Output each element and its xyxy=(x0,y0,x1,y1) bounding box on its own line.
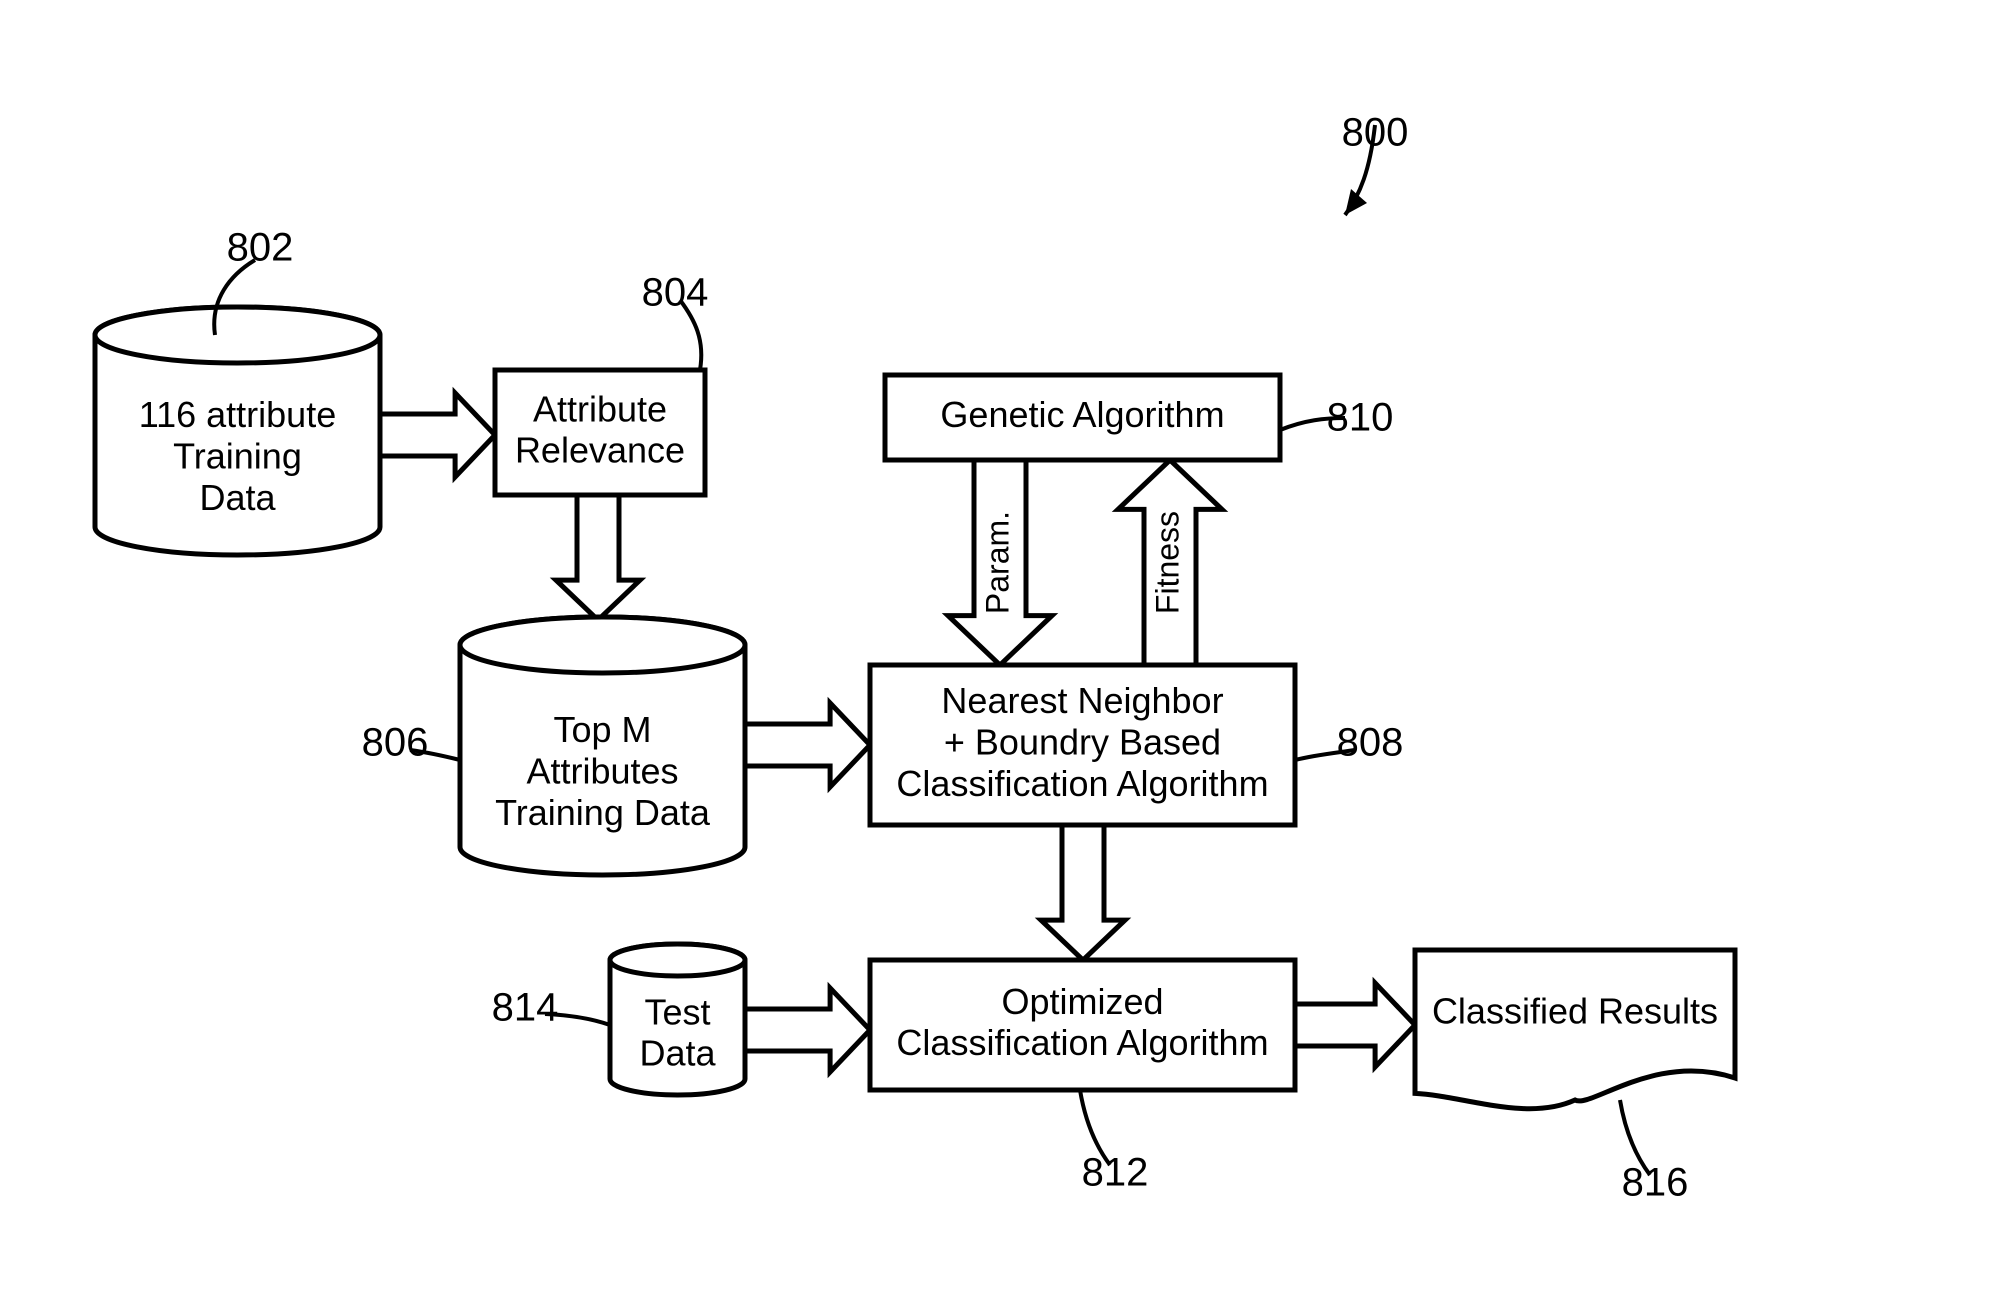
svg-text:Attributes: Attributes xyxy=(526,751,678,792)
svg-text:Top M: Top M xyxy=(553,709,651,750)
svg-text:Classification Algorithm: Classification Algorithm xyxy=(896,763,1268,804)
svg-text:804: 804 xyxy=(642,271,709,315)
svg-text:802: 802 xyxy=(227,226,294,270)
svg-text:Training: Training xyxy=(173,436,302,477)
svg-text:812: 812 xyxy=(1082,1151,1149,1195)
svg-text:Attribute: Attribute xyxy=(533,388,667,429)
svg-text:Genetic Algorithm: Genetic Algorithm xyxy=(940,394,1224,435)
svg-text:+ Boundry Based: + Boundry Based xyxy=(944,722,1221,763)
svg-text:Classification Algorithm: Classification Algorithm xyxy=(896,1022,1268,1063)
svg-text:116 attribute: 116 attribute xyxy=(139,394,336,435)
svg-text:816: 816 xyxy=(1622,1161,1689,1205)
svg-text:808: 808 xyxy=(1337,721,1404,765)
svg-text:Optimized: Optimized xyxy=(1001,981,1163,1022)
svg-text:814: 814 xyxy=(492,986,559,1030)
svg-text:Relevance: Relevance xyxy=(515,430,685,471)
svg-text:Classified Results: Classified Results xyxy=(1432,991,1718,1032)
svg-text:810: 810 xyxy=(1327,396,1394,440)
svg-text:Training Data: Training Data xyxy=(495,792,711,833)
svg-text:Param.: Param. xyxy=(979,511,1015,614)
svg-text:806: 806 xyxy=(362,721,429,765)
svg-text:Data: Data xyxy=(199,477,276,518)
svg-text:Test: Test xyxy=(644,991,710,1032)
svg-text:Fitness: Fitness xyxy=(1149,511,1185,614)
svg-text:Data: Data xyxy=(639,1033,716,1074)
svg-text:Nearest Neighbor: Nearest Neighbor xyxy=(941,680,1223,721)
